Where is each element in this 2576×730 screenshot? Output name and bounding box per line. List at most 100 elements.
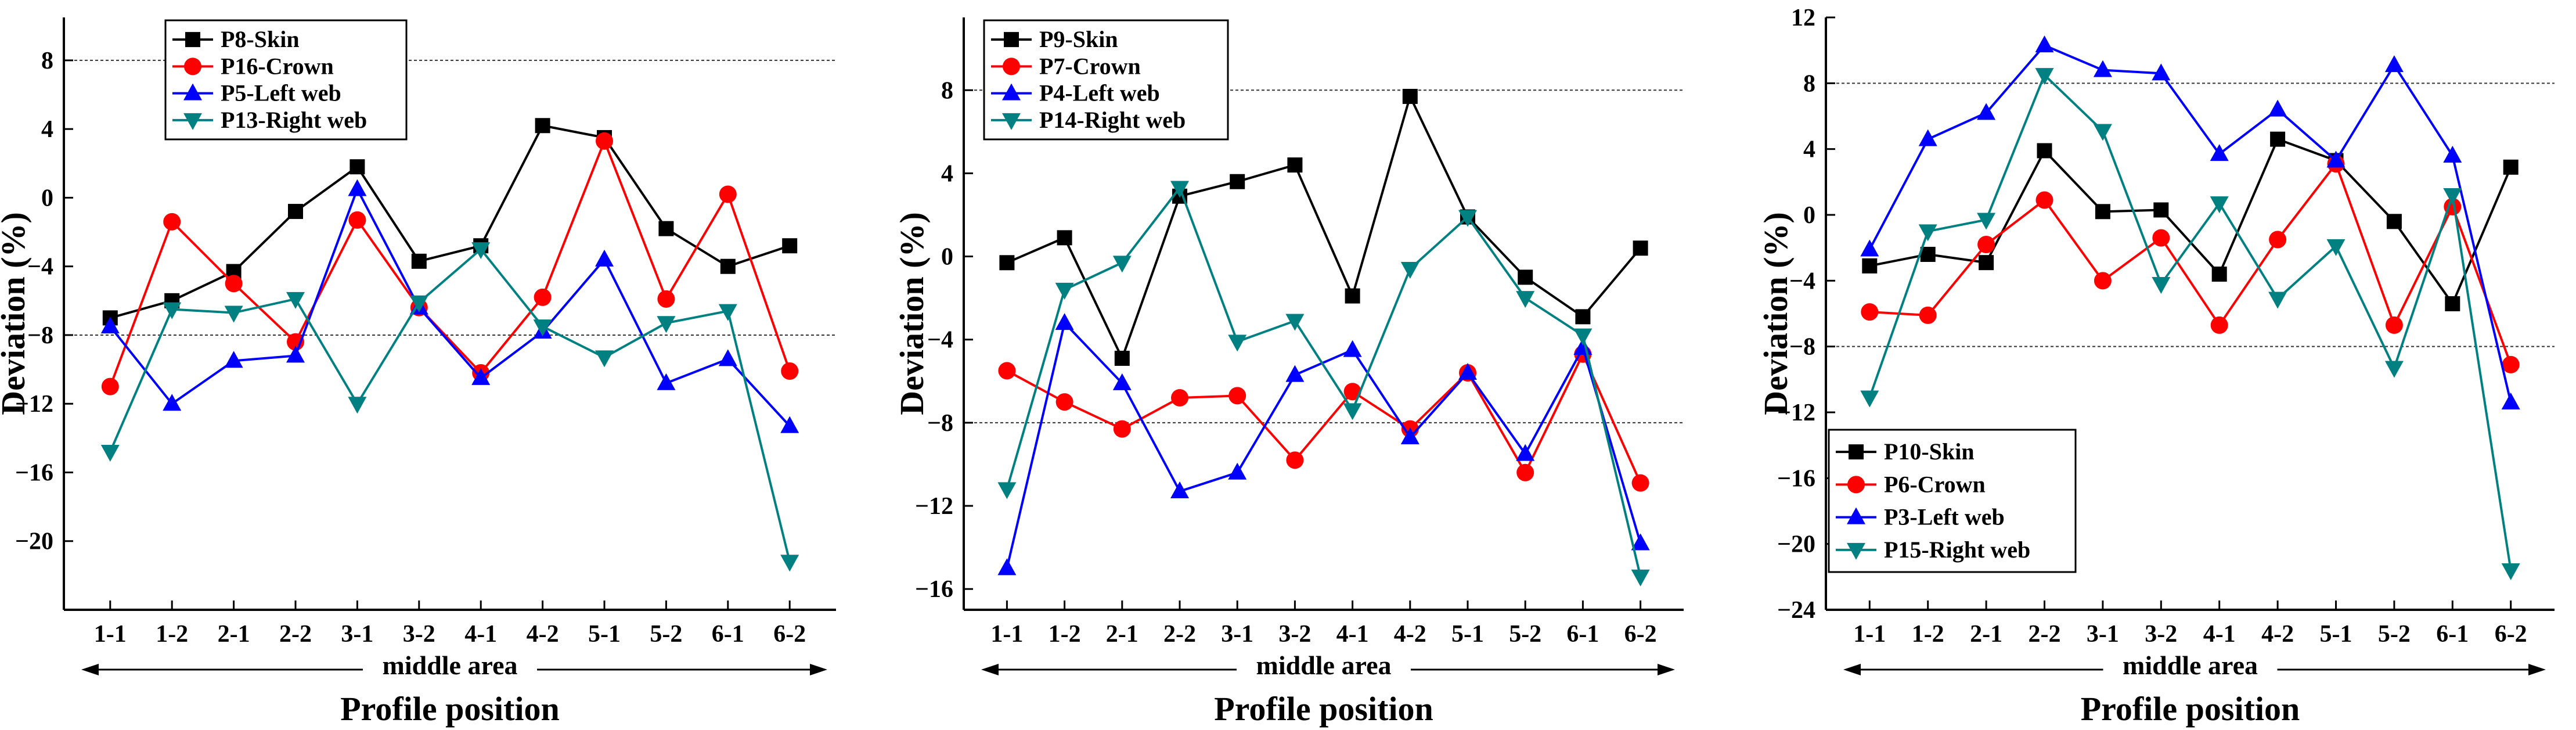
y-tick-label: −8 [1789,334,1815,361]
data-point [1285,365,1305,382]
x-axis-title: Profile position [340,690,560,728]
data-point [1516,463,1534,481]
series-line [1006,93,1642,362]
data-point [1345,288,1360,304]
data-point [2210,144,2229,161]
x-tick-label: 6-1 [2436,621,2469,648]
legend-marker [1847,476,1865,494]
data-point [100,317,120,334]
y-tick-label: −8 [27,322,53,349]
series-line [1006,351,1642,484]
data-point [1055,313,1074,330]
data-point [1400,262,1419,279]
data-point [288,204,303,220]
series-line [1006,185,1642,577]
x-tick-label: 3-1 [1221,621,1253,648]
legend-label: P10-Skin [1884,438,1975,465]
arrow-left-icon [1843,664,1861,675]
data-point [2270,131,2286,147]
x-tick-label: 1-1 [1853,621,1886,648]
y-tick-label: 8 [1803,70,1815,97]
data-point [1228,335,1247,352]
data-point [657,290,675,308]
legend-marker [1847,542,1865,560]
data-point [225,275,243,293]
legend-label: P4-Left web [1039,80,1160,106]
data-point [1057,230,1072,246]
y-tick-label: −8 [927,410,953,437]
data-point [1516,444,1535,461]
data-point [101,377,119,395]
legend-marker [1847,507,1865,524]
data-point [2210,316,2228,334]
data-point [1343,340,1362,357]
data-point [1055,393,1073,411]
arrow-left-icon [81,664,99,675]
x-tick-label: 3-1 [2087,621,2119,648]
y-tick-label: −16 [15,459,53,486]
data-point [782,238,798,254]
data-point [718,304,737,321]
x-tick-label: 4-2 [527,621,559,648]
legend-marker [1002,113,1021,130]
x-tick-label: 5-2 [1509,621,1541,648]
arrow-right-icon [1658,664,1675,675]
data-point [163,213,181,231]
data-point [348,397,367,414]
data-point [1862,258,1878,274]
x-tick-label: 2-1 [1106,621,1139,648]
arrow-left-icon [981,664,999,675]
data-point [1170,181,1189,198]
x-tick-label: 1-1 [94,621,127,648]
data-point [2210,196,2229,214]
x-tick-label: 4-2 [2261,621,2294,648]
data-point [1114,350,1130,366]
arrow-right-icon [810,664,827,675]
y-tick-label: 4 [1803,136,1815,163]
data-point [1228,387,1246,405]
data-point [1228,462,1247,480]
data-point [2035,35,2054,53]
y-tick-label: 0 [41,185,53,211]
y-tick-label: −4 [1789,268,1815,294]
legend-marker [1002,83,1021,100]
x-axis-title: Profile position [1214,690,1433,728]
data-point [2501,393,2520,409]
data-point [1631,533,1650,551]
data-point [2445,296,2460,311]
data-point [1860,390,1879,408]
data-point [2443,188,2462,205]
series-P7-Crown [998,345,1649,492]
y-tick-label: −4 [27,254,53,281]
data-point [595,350,614,368]
series-line [109,186,791,427]
series-P4-Left web [997,313,1650,576]
y-tick-label: −20 [15,528,53,555]
legend-label: P15-Right web [1884,537,2030,563]
data-point [1919,306,1937,324]
series-P14-Right web [997,181,1650,587]
x-tick-label: 4-2 [1394,621,1426,648]
data-point [2385,316,2403,334]
data-point [1055,282,1074,300]
x-tick-label: 5-2 [650,621,682,648]
series-line [109,247,791,562]
x-tick-label: 6-1 [1566,621,1599,648]
data-point [224,305,243,323]
data-point [286,346,305,363]
data-point [409,295,428,312]
x-tick-label: 1-1 [990,621,1023,648]
data-point [1230,174,1245,189]
x-tick-label: 5-1 [1451,621,1484,648]
y-tick-label: −12 [15,391,53,418]
data-point [2502,355,2520,373]
y-tick-label: −16 [1777,465,1815,492]
data-point [2152,277,2171,294]
middle-area-label-bg [2103,652,2278,678]
x-tick-label: 3-1 [341,621,373,648]
y-tick-label: 0 [941,244,953,271]
x-tick-label: 3-2 [2145,621,2177,648]
series-P6-Crown [1861,155,2520,373]
data-point [1575,309,1591,325]
data-point [2501,563,2520,580]
